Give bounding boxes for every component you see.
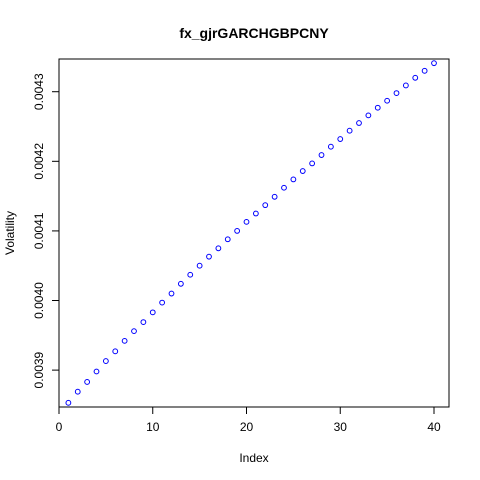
data-point <box>374 104 381 111</box>
data-point <box>252 210 259 217</box>
data-point <box>402 82 409 89</box>
data-point <box>102 358 109 364</box>
y-tick-label: 0.0043 <box>32 73 46 110</box>
data-point <box>327 143 334 150</box>
x-tick-label: 20 <box>240 420 254 434</box>
data-point <box>290 176 297 183</box>
data-point <box>168 290 175 297</box>
data-point <box>421 67 428 74</box>
data-point <box>271 193 278 200</box>
y-tick-label: 0.0039 <box>32 351 46 388</box>
data-point <box>412 74 419 81</box>
data-point <box>159 299 166 306</box>
x-tick-label: 0 <box>56 420 63 434</box>
data-point <box>65 399 72 406</box>
data-point <box>112 348 119 355</box>
data-points <box>65 60 437 406</box>
data-point <box>318 152 325 158</box>
data-point <box>346 127 353 134</box>
y-tick-label: 0.0040 <box>32 282 46 319</box>
data-point <box>215 245 222 252</box>
x-tick-label: 10 <box>146 420 160 434</box>
data-point <box>224 236 231 243</box>
y-tick-label: 0.0041 <box>32 212 46 249</box>
plot-frame <box>58 58 450 408</box>
data-point <box>131 328 137 335</box>
data-point <box>299 168 306 174</box>
y-axis: 0.0039 0.0040 0.0041 0.0042 0.0043 <box>32 73 60 388</box>
x-axis-label: Index <box>239 451 268 465</box>
y-tick-label: 0.0042 <box>32 143 46 180</box>
data-point <box>262 202 269 209</box>
data-point <box>393 90 400 97</box>
data-point <box>149 309 156 316</box>
data-point <box>431 60 437 67</box>
data-point <box>206 253 212 260</box>
data-point <box>309 160 316 167</box>
x-axis: 0 10 20 30 40 <box>56 406 441 434</box>
data-point <box>281 184 287 191</box>
data-point <box>365 112 372 119</box>
data-point <box>243 218 250 225</box>
x-tick-label: 40 <box>427 420 441 434</box>
data-point <box>234 228 241 234</box>
y-axis-label: Volatility <box>3 211 17 255</box>
data-point <box>384 97 391 104</box>
data-point <box>84 379 91 385</box>
x-tick-label: 30 <box>334 420 348 434</box>
data-point <box>121 337 128 344</box>
chart-title: fx_gjrGARCHGBPCNY <box>179 25 329 41</box>
data-point <box>196 262 203 269</box>
data-point <box>187 271 194 278</box>
data-point <box>74 388 81 395</box>
data-point <box>356 120 362 126</box>
data-point <box>177 280 184 287</box>
data-point <box>140 319 147 325</box>
data-point <box>93 368 100 375</box>
data-point <box>337 136 344 142</box>
